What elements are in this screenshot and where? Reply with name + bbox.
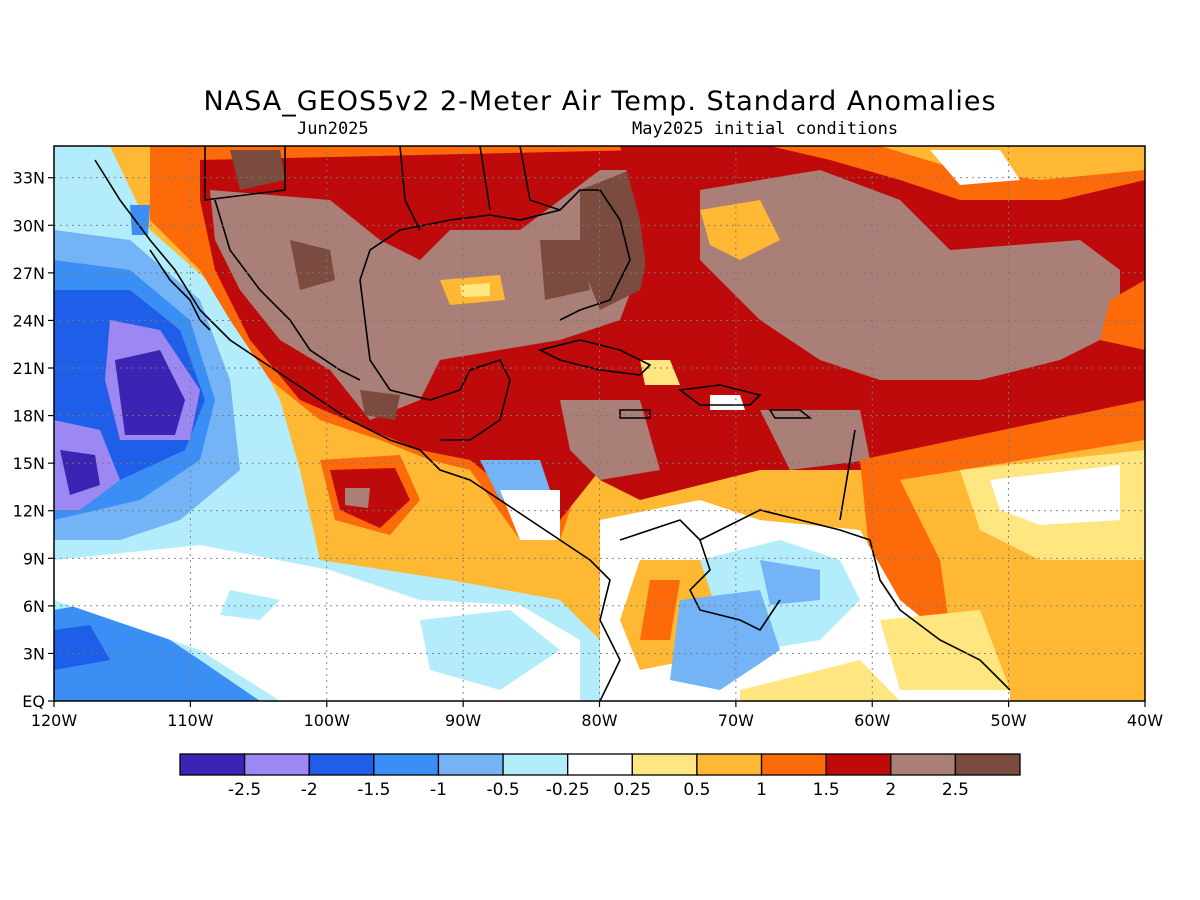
latitude-label: 24N xyxy=(13,311,45,330)
longitude-labels: 120W 110W 100W 90W 80W 70W 60W 50W 40W xyxy=(31,701,1163,730)
longitude-label: 80W xyxy=(581,711,617,730)
anomaly-field xyxy=(54,146,1145,701)
latitude-label: EQ xyxy=(22,692,45,711)
latitude-label: 3N xyxy=(23,644,45,663)
colorbar-swatch xyxy=(502,753,569,776)
latitude-label: 12N xyxy=(13,502,45,521)
latitude-label: 15N xyxy=(13,454,45,473)
colorbar-label: 0.5 xyxy=(683,780,710,800)
colorbar-label: -2.5 xyxy=(228,780,261,800)
latitude-label: 33N xyxy=(13,169,45,188)
colorbar-swatch xyxy=(954,753,1021,776)
colorbar-swatch xyxy=(179,753,246,776)
longitude-label: 100W xyxy=(304,711,351,730)
colorbar-label: -0.5 xyxy=(486,780,519,800)
colorbar-swatch xyxy=(631,753,698,776)
colorbar-label: 0.25 xyxy=(613,780,651,800)
colorbar-swatch xyxy=(243,753,310,776)
latitude-label: 27N xyxy=(13,264,45,283)
colorbar-swatch xyxy=(825,753,892,776)
colorbar-swatch xyxy=(696,753,763,776)
colorbar-swatch xyxy=(760,753,827,776)
longitude-label: 120W xyxy=(31,711,78,730)
longitude-label: 50W xyxy=(991,711,1027,730)
map-title: NASA_GEOS5v2 2-Meter Air Temp. Standard … xyxy=(203,86,997,117)
latitude-label: 18N xyxy=(13,407,45,426)
latitude-labels: EQ 3N 6N 9N 12N 15N 18N 21N 24N 27N 30N 33N xyxy=(13,169,54,711)
longitude-label: 60W xyxy=(854,711,890,730)
colorbar-label: -0.25 xyxy=(546,780,590,800)
longitude-label: 90W xyxy=(445,711,481,730)
initial-conditions: May2025 initial conditions xyxy=(632,119,899,139)
colorbar-label: 2.5 xyxy=(942,780,969,800)
latitude-label: 9N xyxy=(23,549,45,568)
coastlines xyxy=(94,146,1011,701)
latitude-label: 30N xyxy=(13,216,45,235)
colorbar-label: -1.5 xyxy=(357,780,390,800)
latitude-label: 6N xyxy=(23,597,45,616)
colorbar-swatch xyxy=(308,753,375,776)
colorbar-label: -2 xyxy=(301,780,318,800)
colorbar-swatch xyxy=(373,753,440,776)
colorbar: -2.5 -2 -1.5 -1 -0.5 -0.25 0.25 0.5 1 1.5 2 2.5 xyxy=(179,753,1021,800)
colorbar-label: 2 xyxy=(885,780,896,800)
colorbar-swatch xyxy=(567,753,633,776)
colorbar-swatch xyxy=(890,753,957,776)
longitude-label: 70W xyxy=(718,711,754,730)
forecast-month: Jun2025 xyxy=(297,119,369,139)
latitude-label: 21N xyxy=(13,359,45,378)
longitude-label: 40W xyxy=(1127,711,1163,730)
colorbar-label: 1.5 xyxy=(813,780,840,800)
colorbar-label: -1 xyxy=(430,780,447,800)
colorbar-swatch xyxy=(437,753,504,776)
longitude-label: 110W xyxy=(167,711,214,730)
colorbar-label: 1 xyxy=(756,780,767,800)
graticule xyxy=(54,146,1145,701)
